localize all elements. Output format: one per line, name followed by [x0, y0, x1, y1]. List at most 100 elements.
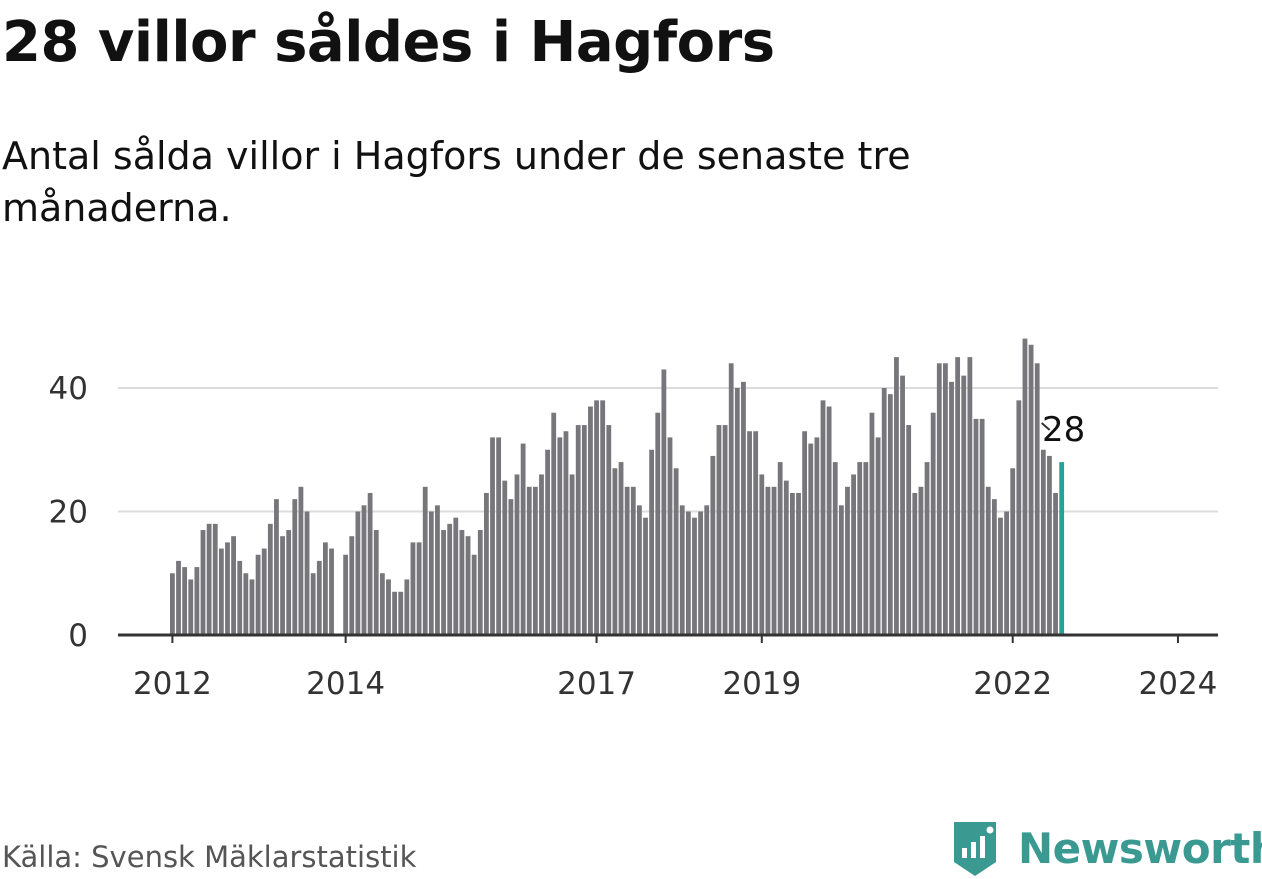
bar [267, 523, 273, 635]
bar [728, 363, 734, 635]
bar [661, 369, 667, 635]
bar [685, 511, 691, 635]
bar [771, 486, 777, 635]
y-tick-label: 40 [49, 371, 88, 407]
bar [832, 462, 838, 635]
bar [967, 357, 973, 636]
bar [298, 486, 304, 635]
bar [379, 573, 385, 635]
bar [249, 579, 255, 635]
bar [985, 486, 991, 635]
bar [1028, 344, 1034, 635]
bar [237, 560, 243, 635]
bar [404, 579, 410, 635]
bar [1010, 468, 1016, 635]
bar [918, 486, 924, 635]
bar [734, 388, 740, 635]
bar [1053, 492, 1058, 636]
bar [471, 554, 477, 635]
bar [796, 492, 801, 636]
bar [741, 381, 746, 635]
bar [200, 530, 206, 635]
bar [575, 425, 581, 635]
bar [520, 443, 526, 635]
bar [759, 474, 765, 635]
bar [594, 400, 599, 635]
bar [851, 474, 856, 635]
bar [373, 530, 379, 635]
tick-labels: 0 20 40 2012 2014 2017 2019 2022 2024 28 [49, 371, 1218, 702]
bar [838, 505, 844, 635]
bar [1047, 455, 1052, 635]
bar [955, 357, 961, 636]
chart-title: 28 villor såldes i Hagfors [2, 10, 775, 75]
bar [808, 443, 814, 635]
bar [630, 486, 636, 635]
y-tick-label: 20 [49, 495, 88, 531]
bar [802, 431, 808, 636]
bar [820, 400, 826, 635]
bar [526, 486, 532, 635]
bar [649, 449, 655, 635]
bar [606, 425, 612, 635]
bar [465, 536, 471, 635]
bar [255, 554, 261, 635]
bar [392, 591, 397, 635]
bar [722, 425, 728, 635]
brand[interactable]: Newsworthy [950, 818, 1262, 878]
bar [624, 486, 630, 635]
bar [286, 530, 292, 635]
chart-subtitle: Antal sålda villor i Hagfors under de se… [2, 134, 911, 230]
bar [514, 474, 520, 635]
bar [386, 579, 391, 635]
bar [428, 511, 434, 635]
bar [447, 523, 453, 635]
x-tick-label: 2014 [306, 666, 385, 702]
bar [698, 511, 703, 635]
bar [845, 486, 850, 635]
bar [753, 431, 759, 636]
bar [655, 412, 661, 635]
x-tick-label: 2024 [1139, 666, 1218, 702]
bar [261, 548, 267, 635]
bar [869, 412, 875, 635]
bar [581, 425, 587, 635]
bar [1034, 363, 1040, 635]
bar [206, 523, 212, 635]
bar [1016, 400, 1022, 635]
source-text: Källa: Svensk Mäklarstatistik [2, 840, 417, 874]
bar [1004, 511, 1009, 635]
brand-name: Newsworthy [1018, 823, 1262, 873]
bar [304, 511, 310, 635]
bar [887, 394, 893, 635]
bar [343, 554, 349, 635]
bar [329, 548, 334, 635]
bar [765, 486, 771, 635]
bar [600, 400, 606, 635]
bar [212, 523, 218, 635]
bar [826, 406, 832, 635]
bar [316, 560, 322, 635]
bar [704, 505, 710, 635]
bar [943, 363, 948, 635]
bar [280, 536, 285, 635]
bar [747, 431, 752, 636]
bar [588, 406, 593, 635]
bar [557, 437, 563, 635]
bar [225, 542, 230, 636]
x-tick-label: 2012 [133, 666, 212, 702]
bar [243, 573, 249, 635]
bar [790, 492, 795, 636]
bars [170, 338, 1065, 636]
bar [218, 548, 224, 635]
newsworthy-logo-icon [954, 822, 996, 876]
bar [459, 530, 465, 635]
bar [231, 536, 236, 635]
bar [991, 499, 997, 635]
bar [496, 437, 502, 635]
bar [551, 412, 557, 635]
bar [310, 573, 316, 635]
bar [881, 388, 887, 635]
bar [292, 499, 298, 635]
